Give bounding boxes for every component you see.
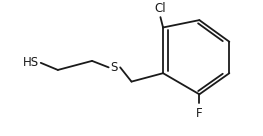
Text: S: S xyxy=(111,61,118,74)
Text: F: F xyxy=(196,107,203,120)
Text: Cl: Cl xyxy=(155,1,166,15)
Text: HS: HS xyxy=(23,56,39,69)
